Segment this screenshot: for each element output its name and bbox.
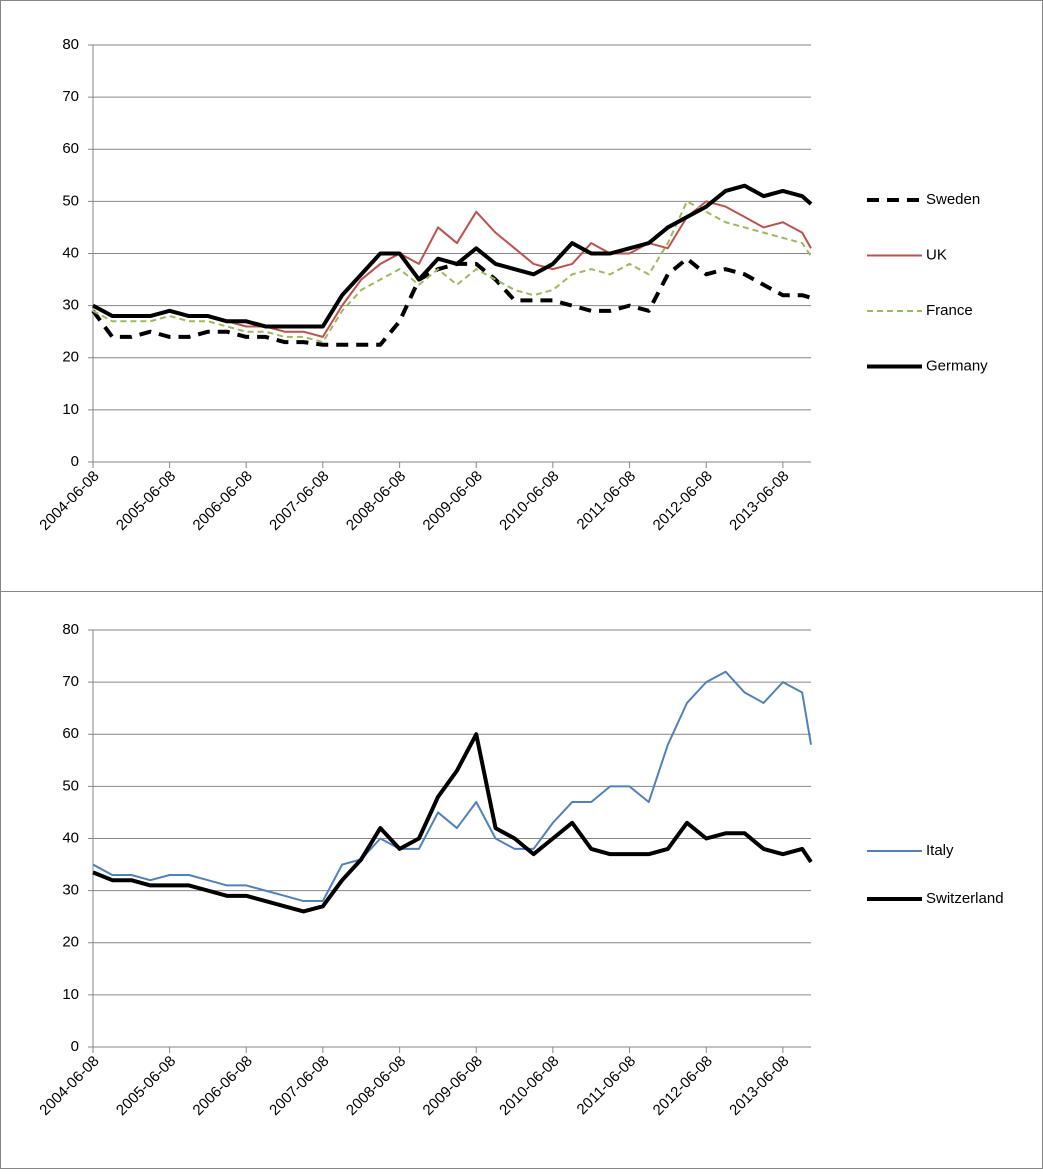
y-tick-label: 10 <box>62 986 79 1003</box>
x-tick-label: 2010-06-08 <box>496 1053 562 1119</box>
series-line <box>92 732 813 914</box>
x-tick-label: 2005-06-08 <box>113 1053 179 1119</box>
y-tick-label: 60 <box>62 140 79 157</box>
legend-label: Germany <box>926 357 988 374</box>
series-line <box>91 256 812 347</box>
y-tick-label: 60 <box>62 725 79 742</box>
x-tick-label: 2010-06-08 <box>496 468 562 534</box>
x-tick-label: 2009-06-08 <box>420 1053 486 1119</box>
x-tick-label: 2007-06-08 <box>266 1053 332 1119</box>
x-tick-label: 2006-06-08 <box>190 468 256 534</box>
x-tick-label: 2008-06-08 <box>343 468 409 534</box>
x-tick-label: 2011-06-08 <box>574 468 639 533</box>
series-line <box>92 200 812 344</box>
y-tick-label: 20 <box>62 934 79 951</box>
y-tick-label: 50 <box>62 192 79 209</box>
legend-label: Italy <box>926 842 954 859</box>
x-tick-label: 2004-06-08 <box>36 1053 102 1119</box>
y-tick-label: 40 <box>62 244 79 261</box>
x-tick-label: 2012-06-08 <box>650 468 716 534</box>
x-tick-label: 2005-06-08 <box>113 468 179 534</box>
x-tick-label: 2006-06-08 <box>190 1053 256 1119</box>
x-tick-label: 2012-06-08 <box>650 1053 716 1119</box>
y-tick-label: 70 <box>62 673 79 690</box>
y-tick-label: 20 <box>62 349 79 366</box>
series-line <box>92 670 812 903</box>
x-tick-label: 2004-06-08 <box>36 468 102 534</box>
y-tick-label: 0 <box>71 1038 79 1055</box>
legend-label: UK <box>926 246 947 263</box>
y-tick-label: 10 <box>62 401 79 418</box>
y-tick-label: 80 <box>62 36 79 53</box>
y-tick-label: 40 <box>62 829 79 846</box>
y-tick-label: 30 <box>62 882 79 899</box>
legend-label: France <box>926 302 973 319</box>
x-tick-label: 2013-06-08 <box>726 468 792 534</box>
y-tick-label: 70 <box>62 88 79 105</box>
y-tick-label: 0 <box>71 453 79 470</box>
x-tick-label: 2008-06-08 <box>343 1053 409 1119</box>
y-tick-label: 30 <box>62 297 79 314</box>
x-tick-label: 2011-06-08 <box>574 1053 639 1118</box>
legend-label: Switzerland <box>926 890 1004 907</box>
series-line <box>92 183 813 329</box>
x-tick-label: 2013-06-08 <box>726 1053 792 1119</box>
legend-label: Sweden <box>926 191 980 208</box>
y-tick-label: 80 <box>62 621 79 638</box>
x-tick-label: 2007-06-08 <box>266 468 332 534</box>
x-tick-label: 2009-06-08 <box>420 468 486 534</box>
y-tick-label: 50 <box>62 777 79 794</box>
